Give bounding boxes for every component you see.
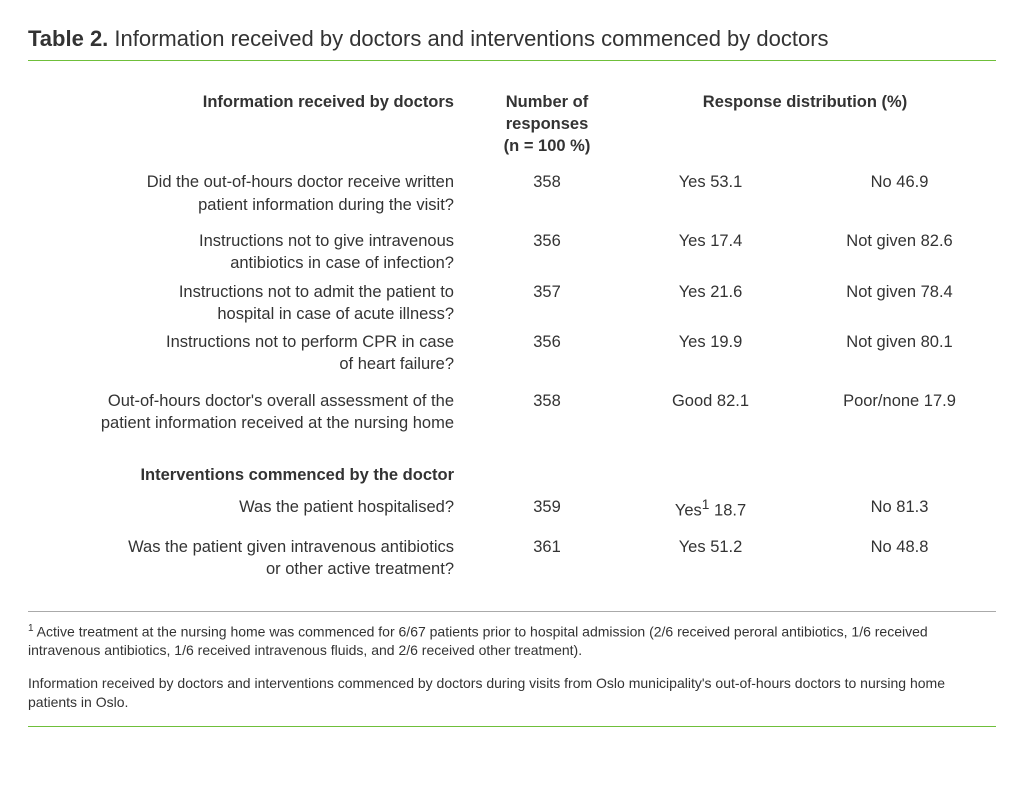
- cell-n: 358: [482, 171, 612, 193]
- cell-a: Yes 17.4: [620, 230, 801, 252]
- cell-a: Yes 51.2: [620, 536, 801, 558]
- cell-n: 361: [482, 536, 612, 558]
- cell-b: No 46.9: [809, 171, 990, 193]
- footnote-2: Information received by doctors and inte…: [28, 674, 988, 712]
- table-row: Was the patient hospitalised?: [34, 496, 474, 518]
- section2-header: Interventions commenced by the doctor: [34, 464, 474, 486]
- table-title: Table 2. Information received by doctors…: [28, 24, 996, 54]
- cell-b: No 81.3: [809, 496, 990, 518]
- table-row: Did the out-of-hours doctor receive writ…: [34, 171, 474, 216]
- cell-b: Not given 80.1: [809, 331, 990, 353]
- table-row: Instructions not to admit the patient to…: [34, 281, 474, 326]
- cell-a: Yes 19.9: [620, 331, 801, 353]
- cell-a: Yes 53.1: [620, 171, 801, 193]
- cell-n: 358: [482, 390, 612, 412]
- data-table: Information received by doctors Number o…: [34, 91, 990, 581]
- cell-n: 357: [482, 281, 612, 303]
- table-row: Instructions not to give intravenous ant…: [34, 230, 474, 275]
- col-header-dist: Response distribution (%): [620, 91, 990, 113]
- col-header-n: Number of responses (n = 100 %): [482, 91, 612, 158]
- cell-b: Not given 78.4: [809, 281, 990, 303]
- top-accent-rule: [28, 60, 996, 61]
- footnote-1: 1 Active treatment at the nursing home w…: [28, 622, 988, 660]
- table-row: Was the patient given intravenous antibi…: [34, 536, 474, 581]
- cell-b: No 48.8: [809, 536, 990, 558]
- footnote-rule: [28, 611, 996, 612]
- cell-n: 356: [482, 331, 612, 353]
- table-row: Out-of-hours doctor's overall assessment…: [34, 390, 474, 435]
- cell-b: Poor/none 17.9: [809, 390, 990, 412]
- cell-a: Yes 21.6: [620, 281, 801, 303]
- cell-a: Good 82.1: [620, 390, 801, 412]
- cell-n: 356: [482, 230, 612, 252]
- title-bold: Table 2.: [28, 26, 108, 51]
- title-rest: Information received by doctors and inte…: [108, 26, 828, 51]
- bottom-accent-rule: [28, 726, 996, 727]
- cell-b: Not given 82.6: [809, 230, 990, 252]
- cell-n: 359: [482, 496, 612, 518]
- cell-a: Yes1 18.7: [620, 496, 801, 522]
- col-header-info: Information received by doctors: [34, 91, 474, 113]
- table-row: Instructions not to perform CPR in case …: [34, 331, 474, 376]
